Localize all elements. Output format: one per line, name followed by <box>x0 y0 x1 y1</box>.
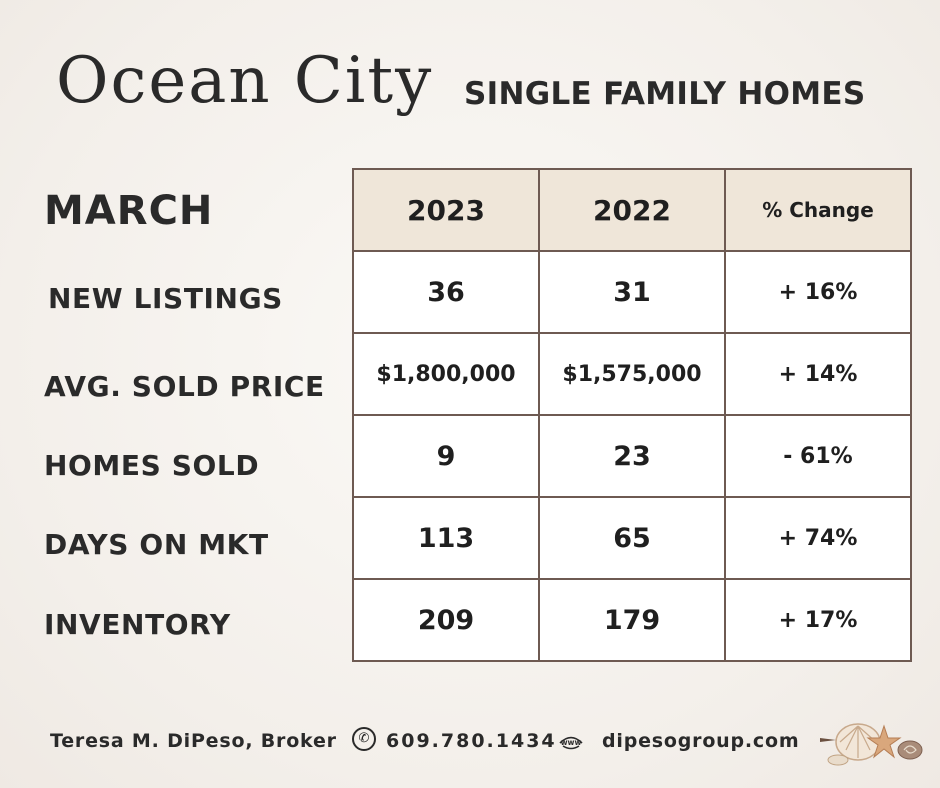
website-link[interactable]: dipesogroup.com <box>602 730 800 752</box>
table-row: $1,800,000 $1,575,000 + 14% <box>352 332 912 416</box>
globe-icon: www <box>557 729 585 753</box>
shell-spike <box>820 738 836 742</box>
phone-icon: ✆ <box>352 727 376 751</box>
seashell-decoration <box>820 723 923 766</box>
broker-name: Teresa M. DiPeso, Broker <box>50 730 337 752</box>
cell-change: - 61% <box>724 414 912 498</box>
starfish <box>866 724 902 759</box>
row-label-inventory: INVENTORY <box>44 608 231 641</box>
cell-change: + 14% <box>724 332 912 416</box>
cell-change: + 74% <box>724 496 912 580</box>
column-header-change: % Change <box>724 168 912 252</box>
page-subtitle: SINGLE FAMILY HOMES <box>464 76 866 112</box>
table-row: 36 31 + 16% <box>352 250 912 334</box>
cell-change: + 16% <box>724 250 912 334</box>
table-row: 9 23 - 61% <box>352 414 912 498</box>
shell-1-ridges <box>839 725 877 758</box>
row-label-days-on-mkt: DAYS ON MKT <box>44 528 269 561</box>
table-row: 209 179 + 17% <box>352 578 912 662</box>
cell-2023: 9 <box>352 414 540 498</box>
column-header-2022: 2022 <box>538 168 726 252</box>
shell-2 <box>897 740 923 760</box>
cell-change: + 17% <box>724 578 912 662</box>
cell-2022: 65 <box>538 496 726 580</box>
cell-2023: 36 <box>352 250 540 334</box>
column-header-2023: 2023 <box>352 168 540 252</box>
row-label-avg-sold-price: AVG. SOLD PRICE <box>44 370 325 403</box>
row-label-homes-sold: HOMES SOLD <box>44 449 260 482</box>
stats-table: 2023 2022 % Change 36 31 + 16% $1,800,00… <box>352 168 912 662</box>
month-label: MARCH <box>44 188 214 234</box>
table-row: 113 65 + 74% <box>352 496 912 580</box>
row-label-new-listings: NEW LISTINGS <box>48 282 283 315</box>
phone-number[interactable]: 609.780.1434 <box>386 730 557 752</box>
cell-2022: 179 <box>538 578 726 662</box>
cell-2022: 23 <box>538 414 726 498</box>
cell-2023: 113 <box>352 496 540 580</box>
cell-2023: $1,800,000 <box>352 332 540 416</box>
page-title: Ocean City <box>56 44 434 118</box>
shell-2-spiral <box>903 745 917 754</box>
table-header-row: 2023 2022 % Change <box>352 168 912 252</box>
shell-3 <box>827 754 849 766</box>
footer: Teresa M. DiPeso, Broker 609.780.1434 di… <box>50 730 940 756</box>
cell-2022: $1,575,000 <box>538 332 726 416</box>
cell-2023: 209 <box>352 578 540 662</box>
svg-text:www: www <box>561 738 582 747</box>
cell-2022: 31 <box>538 250 726 334</box>
